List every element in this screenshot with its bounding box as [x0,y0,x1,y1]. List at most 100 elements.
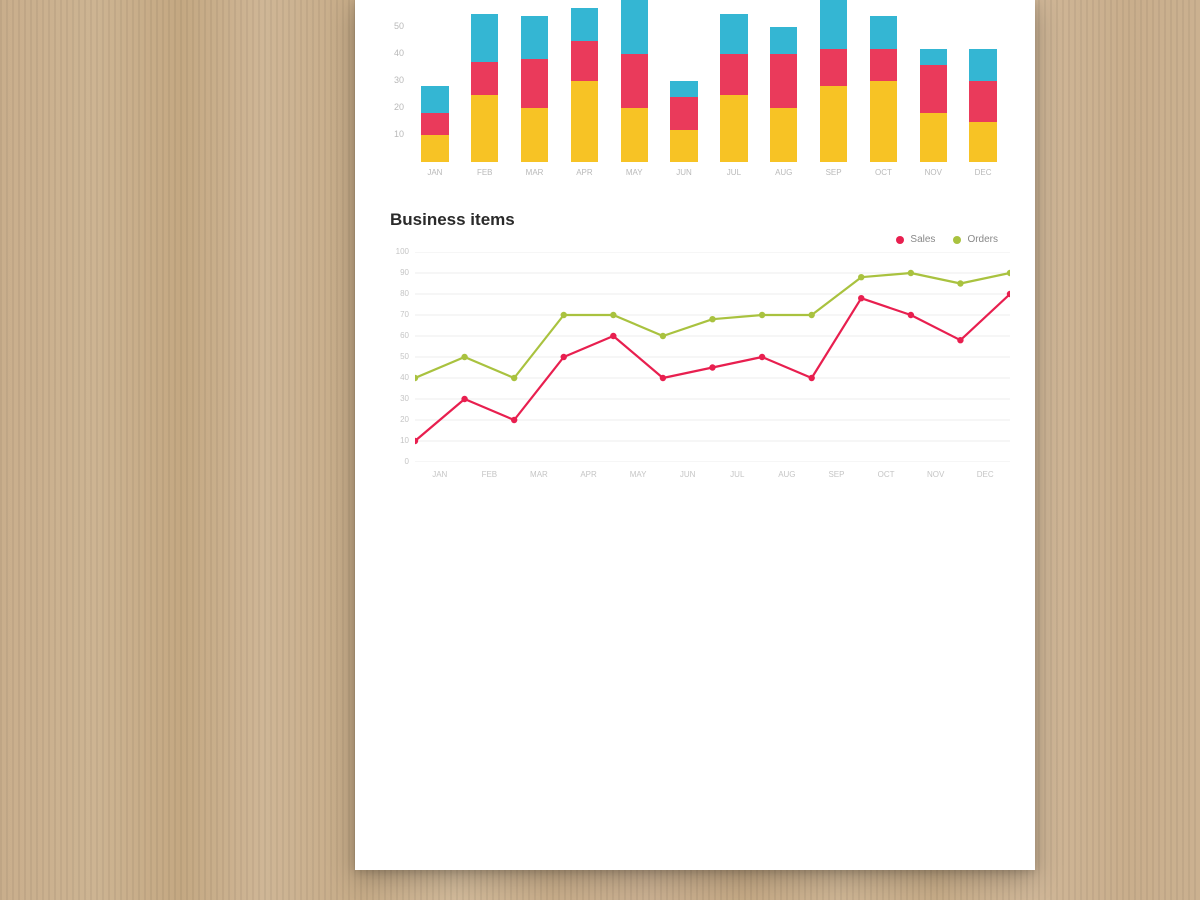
line-plot-svg [415,252,1010,462]
line-chart: SalesOrders0102030405060708090100JANFEBM… [415,252,1010,462]
bar-xtick-label: SEP [809,168,859,177]
bar-xtick-label: MAR [510,168,560,177]
bar-segment [670,81,697,97]
bar-segment [770,27,797,54]
line-ytick-label: 10 [385,436,409,445]
series-marker [610,333,616,339]
bar-segment [621,54,648,108]
bar-segment [571,81,598,162]
bar-segment [820,86,847,162]
series-marker [511,375,517,381]
series-marker [1007,270,1010,276]
bar-segment [720,95,747,163]
bar-segment [720,54,747,95]
bar-xtick-label: OCT [859,168,909,177]
series-marker [759,312,765,318]
bar-segment [521,108,548,162]
bar-ytick-label: 20 [382,102,404,112]
series-marker [709,316,715,322]
series-marker [709,364,715,370]
line-xtick-label: JAN [415,470,465,479]
legend-dot-icon [953,236,961,244]
line-ytick-label: 20 [385,415,409,424]
series-marker [957,337,963,343]
bar-segment [720,14,747,55]
bar-segment [820,0,847,49]
bar-ytick-label: 40 [382,48,404,58]
bar-segment [969,49,996,81]
series-marker [461,396,467,402]
series-line [415,273,1010,378]
stacked-bar-chart: 1020304050JANFEBMARAPRMAYJUNJULAUGSEPOCT… [410,0,1008,162]
series-marker [908,270,914,276]
line-chart-legend: Sales Orders [896,234,998,245]
line-ytick-label: 70 [385,310,409,319]
bar-segment [471,95,498,163]
bar-segment [621,108,648,162]
line-ytick-label: 100 [385,247,409,256]
bar-segment [770,54,797,108]
line-ytick-label: 80 [385,289,409,298]
bar-xtick-label: AUG [759,168,809,177]
line-ytick-label: 40 [385,373,409,382]
legend-label: Sales [910,234,935,245]
bar-stack [720,14,747,163]
bar-segment [421,135,448,162]
line-xtick-label: MAY [613,470,663,479]
bar-segment [670,97,697,129]
series-marker [511,417,517,423]
legend-label: Orders [967,234,998,245]
bar-stack [521,16,548,162]
bar-stack [820,0,847,162]
series-marker [461,354,467,360]
bar-segment [521,59,548,108]
bar-xtick-label: APR [560,168,610,177]
legend-item: Sales [896,234,935,245]
series-marker [759,354,765,360]
bar-stack [770,27,797,162]
bar-segment [471,14,498,63]
series-marker [858,295,864,301]
bar-segment [621,0,648,54]
bar-segment [421,86,448,113]
line-xtick-label: NOV [911,470,961,479]
bar-segment [820,49,847,87]
line-xtick-label: JUL [713,470,763,479]
line-xtick-label: FEB [465,470,515,479]
bar-stack [969,49,996,162]
line-ytick-label: 30 [385,394,409,403]
line-xtick-label: SEP [812,470,862,479]
bar-stack [870,16,897,162]
bar-ytick-label: 50 [382,21,404,31]
series-marker [858,274,864,280]
bar-xtick-label: JUL [709,168,759,177]
bar-segment [870,49,897,81]
bar-stack [621,0,648,162]
series-marker [561,354,567,360]
line-ytick-label: 50 [385,352,409,361]
bar-segment [770,108,797,162]
bar-xtick-label: JAN [410,168,460,177]
line-xtick-label: OCT [861,470,911,479]
bar-segment [571,41,598,82]
desk-surface: 1020304050JANFEBMARAPRMAYJUNJULAUGSEPOCT… [0,0,1200,900]
bar-stack [571,8,598,162]
line-xtick-label: DEC [960,470,1010,479]
bar-segment [969,122,996,163]
bar-segment [521,16,548,59]
series-marker [610,312,616,318]
line-ytick-label: 90 [385,268,409,277]
bar-stack [920,49,947,162]
bar-ytick-label: 30 [382,75,404,85]
bar-stack [421,86,448,162]
legend-item: Orders [953,234,998,245]
bar-segment [870,16,897,48]
bar-xtick-label: JUN [659,168,709,177]
bar-xtick-label: DEC [958,168,1008,177]
line-xtick-label: APR [564,470,614,479]
line-xtick-label: JUN [663,470,713,479]
legend-dot-icon [896,236,904,244]
bar-segment [870,81,897,162]
series-marker [957,280,963,286]
line-chart-title: Business items [390,210,515,230]
